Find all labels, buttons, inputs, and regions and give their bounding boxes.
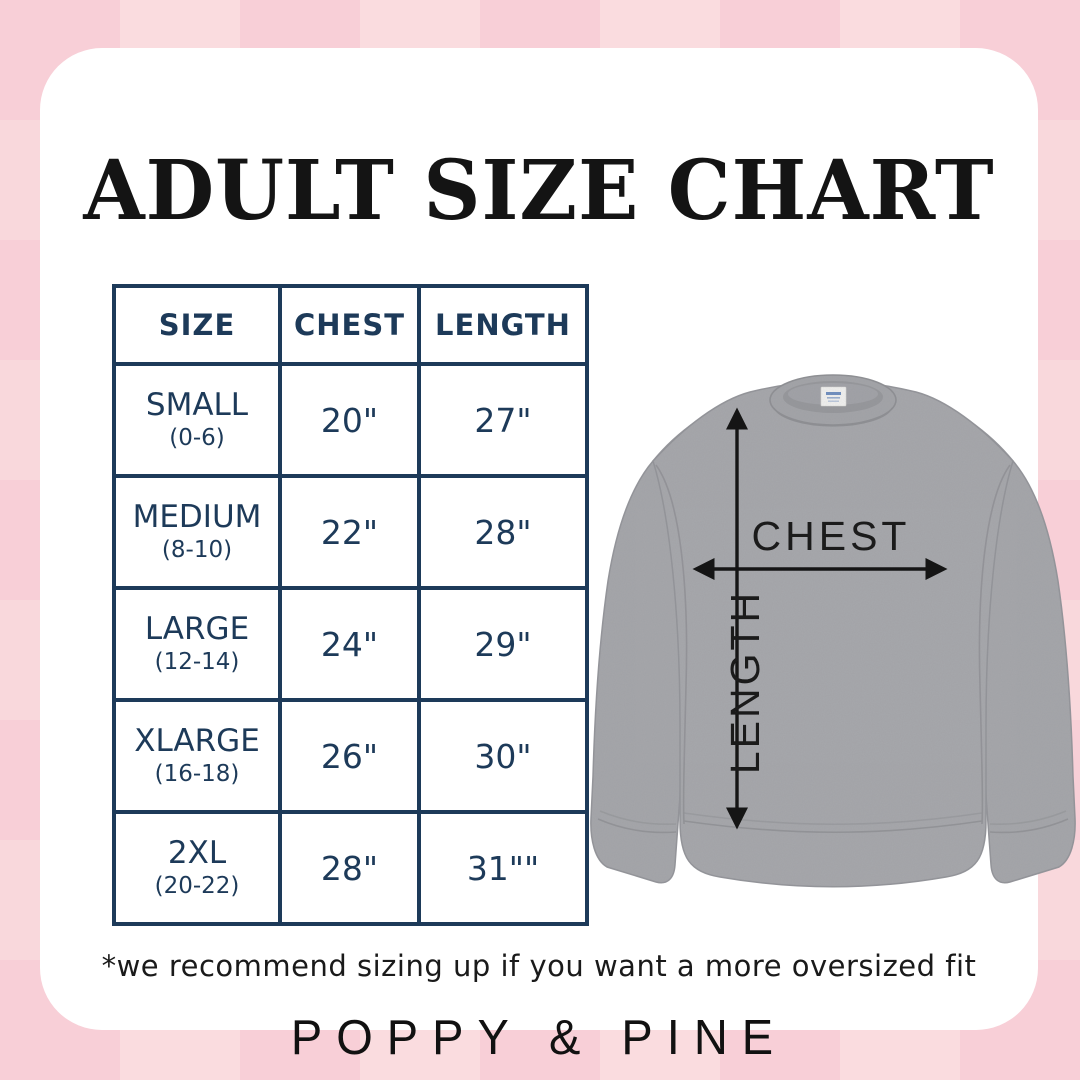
table-row: XLARGE (16-18) 26" 30" — [112, 698, 589, 814]
sizing-note: *we recommend sizing up if you want a mo… — [101, 949, 977, 983]
table-header-row: SIZE CHEST LENGTH — [112, 284, 589, 366]
column-header-size: SIZE — [112, 284, 282, 366]
chest-label: CHEST — [752, 513, 911, 559]
size-label: LARGE — [144, 610, 250, 647]
chest-cell: 24" — [278, 586, 421, 702]
sweatshirt-measurement-diagram: CHEST LENGTH — [590, 374, 1076, 888]
column-header-chest: CHEST — [278, 284, 421, 366]
content-card: ADULT SIZE CHART SIZE CHEST LENGTH SMALL… — [40, 48, 1076, 1064]
size-range: (20-22) — [154, 872, 240, 899]
size-range: (8-10) — [161, 536, 233, 563]
size-range: (16-18) — [154, 760, 240, 787]
chest-cell: 20" — [278, 362, 421, 478]
brand-wordmark: POPPY & PINE — [290, 1008, 788, 1065]
size-label: 2XL — [167, 834, 227, 871]
size-chart-table: SIZE CHEST LENGTH SMALL (0-6) 20" 27" ME… — [112, 284, 589, 926]
size-cell: XLARGE (16-18) — [112, 698, 282, 814]
size-cell: 2XL (20-22) — [112, 810, 282, 926]
column-header-length: LENGTH — [417, 284, 589, 366]
length-cell: 31"" — [417, 810, 589, 926]
table-row: MEDIUM (8-10) 22" 28" — [112, 474, 589, 590]
table-row: SMALL (0-6) 20" 27" — [112, 362, 589, 478]
size-label: MEDIUM — [132, 498, 262, 535]
page-title: ADULT SIZE CHART — [83, 142, 995, 239]
length-cell: 30" — [417, 698, 589, 814]
size-cell: LARGE (12-14) — [112, 586, 282, 702]
size-cell: SMALL (0-6) — [112, 362, 282, 478]
size-range: (0-6) — [169, 424, 225, 451]
size-cell: MEDIUM (8-10) — [112, 474, 282, 590]
heather-texture — [590, 375, 1076, 887]
chest-cell: 28" — [278, 810, 421, 926]
length-label: LENGTH — [722, 590, 768, 774]
length-cell: 28" — [417, 474, 589, 590]
chest-cell: 22" — [278, 474, 421, 590]
table-row: 2XL (20-22) 28" 31"" — [112, 810, 589, 926]
size-range: (12-14) — [154, 648, 240, 675]
size-label: XLARGE — [134, 722, 260, 759]
length-cell: 29" — [417, 586, 589, 702]
table-row: LARGE (12-14) 24" 29" — [112, 586, 589, 702]
sweatshirt-illustration — [590, 374, 1076, 888]
measurement-arrows — [692, 407, 948, 830]
chest-cell: 26" — [278, 698, 421, 814]
length-cell: 27" — [417, 362, 589, 478]
size-label: SMALL — [145, 386, 249, 423]
